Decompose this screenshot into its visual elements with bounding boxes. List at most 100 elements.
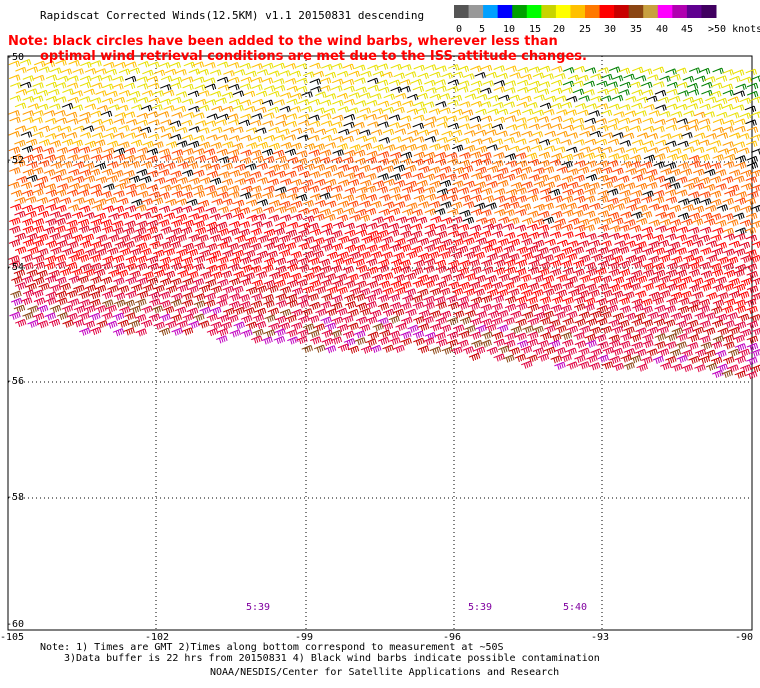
wind-barb [439,287,451,296]
wind-barb [641,356,653,365]
wind-barb [108,269,120,278]
wind-barb [100,276,113,285]
wind-barb [151,213,163,221]
legend-swatch [686,5,702,18]
wind-barb [562,80,575,88]
wind-barb [125,276,137,285]
wind-barb [502,223,515,231]
wind-barb [711,82,723,89]
wind-barb [136,168,148,177]
wind-barb [321,329,333,338]
wind-barb [619,340,631,349]
wind-barb [370,344,382,353]
wind-barb [687,234,699,242]
wind-barb [487,165,499,173]
wind-barb [211,126,223,134]
wind-barb [160,226,172,235]
wind-barb [425,64,437,71]
wind-barb [515,187,527,195]
wind-barb [659,218,671,227]
wind-barb [445,173,457,181]
wind-barb [602,203,615,212]
wind-barb [211,198,223,206]
wind-barb [89,298,101,308]
lon-label: -102 [145,632,169,643]
wind-barb [517,86,529,94]
wind-barb [382,128,395,136]
wind-barb [450,94,463,102]
wind-barb [642,232,654,241]
time-label: 5:39 [246,602,270,613]
wind-barb [750,169,760,177]
wind-barb [508,145,520,153]
wind-barb [393,106,405,114]
wind-barb [182,299,194,308]
wind-barb [102,225,114,234]
wind-barb [652,196,665,204]
wind-barb [734,155,747,163]
wind-barb [704,183,716,192]
wind-barb [163,306,175,315]
wind-barb [309,301,321,310]
wind-barb [220,270,233,279]
wind-barb [551,115,563,123]
wind-barb [38,160,50,168]
wind-barb [338,128,350,136]
wind-barb [492,331,504,340]
wind-barb [38,282,50,291]
wind-barb [153,163,165,171]
wind-barb [584,262,596,271]
wind-barb [504,266,517,275]
wind-barb [735,83,747,90]
wind-barb [205,206,217,215]
wind-barb [68,254,80,263]
wind-barb [415,107,428,114]
wind-barb [625,275,638,284]
wind-barb [57,75,69,83]
wind-barb [124,205,137,213]
wind-barb [243,90,256,98]
wind-barb [308,98,321,106]
wind-barb [382,165,394,173]
wind-barb [8,146,21,154]
wind-barb [515,152,527,160]
wind-barb [642,190,654,198]
wind-barb [470,100,483,108]
wind-barb [480,152,492,160]
wind-barb [618,268,631,277]
wind-barb [459,101,471,108]
wind-barb [221,212,233,220]
wind-barb [91,82,103,89]
wind-barb [233,306,245,316]
wind-barb [496,108,509,116]
wind-barb [146,155,158,163]
wind-barb [228,83,240,91]
wind-barb [734,370,746,379]
wind-barb [712,227,724,235]
wind-barb [688,155,700,163]
wind-barb [175,69,187,76]
wind-barb [688,269,701,278]
wind-barb [704,168,716,177]
wind-barb [232,142,244,150]
wind-barb [151,197,164,205]
wind-barb [438,144,451,152]
wind-barb [223,70,235,77]
wind-barb [413,316,425,325]
wind-barb [364,294,377,303]
wind-barb [654,304,666,313]
wind-barb [745,68,757,76]
wind-barb [342,330,355,339]
wind-barb [44,262,56,271]
wind-barb [49,103,61,110]
wind-barb [527,116,539,123]
wind-barb [332,78,344,85]
wind-barb [577,74,589,82]
wind-barb [670,111,683,118]
wind-barb [393,344,405,353]
wind-barb [646,326,659,335]
wind-barb [376,186,389,194]
wind-barb [423,337,435,346]
wind-barb [192,184,204,192]
wind-barb [412,158,424,166]
